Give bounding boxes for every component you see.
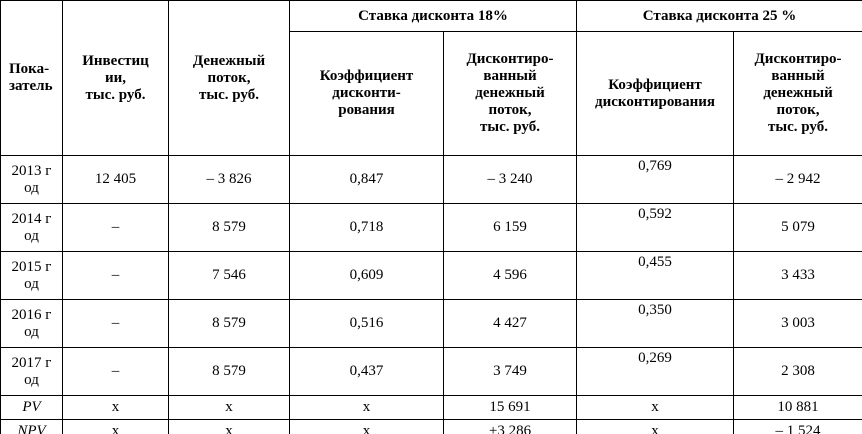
row-label: 2013 г од [0, 155, 63, 204]
header-cell: Инвестиц ии, тыс. руб. [62, 0, 169, 156]
table-row: 2014 г од –8 579 0,718 6 159 0,592 5 079 [0, 203, 862, 252]
header-cell: Дисконтиро- ванный денежный поток, тыс. … [442, 31, 578, 156]
table-cell: 8 579 [168, 347, 290, 396]
table-cell: – 3 240 [442, 155, 578, 204]
table-cell: – 2 942 [733, 155, 862, 204]
row-label: 2015 г од [0, 251, 63, 300]
row-label: 2016 г од [0, 299, 63, 348]
table-cell: +3 286 [442, 419, 578, 434]
table-cell: x [289, 419, 444, 434]
table-row: 2015 г од –7 546 0,609 4 596 0,455 3 433 [0, 251, 862, 300]
row-label: PV [0, 395, 63, 420]
table-cell: 4 596 [442, 251, 578, 300]
table-cell: 0,769 [576, 155, 735, 204]
table-cell: – [62, 251, 169, 300]
table-cell: x [168, 419, 290, 434]
table-cell: 8 579 [168, 299, 290, 348]
table-cell: 7 546 [168, 251, 290, 300]
table-row: 2017 г од –8 579 0,437 3 749 0,269 2 308 [0, 347, 862, 396]
table-cell: 2 308 [733, 347, 862, 396]
table-cell: 8 579 [168, 203, 290, 252]
table-cell: 15 691 [442, 395, 578, 420]
table-cell: 0,350 [576, 299, 735, 348]
table-cell: – [62, 203, 169, 252]
table-row: 2016 г од –8 579 0,516 4 427 0,350 3 003 [0, 299, 862, 348]
table-cell: – [62, 299, 169, 348]
row-label: 2017 г од [0, 347, 63, 396]
table-cell: x [289, 395, 444, 420]
table-cell: 0,516 [289, 299, 444, 348]
header-cell: Пока- затель [0, 0, 63, 156]
row-label: NPV [0, 419, 63, 434]
table-cell: 3 003 [733, 299, 862, 348]
table-cell: x [62, 395, 169, 420]
table-cell: 4 427 [442, 299, 578, 348]
table-cell: 3 433 [733, 251, 862, 300]
table-cell: 5 079 [733, 203, 862, 252]
table-cell: – 1 524 [733, 419, 862, 434]
row-label: 2014 г од [0, 203, 63, 252]
table-cell: 3 749 [442, 347, 578, 396]
table-cell: 6 159 [442, 203, 578, 252]
header-cell: Коэффициент дисконти- рования [289, 31, 444, 156]
table-row: 2013 г од 12 405– 3 826 0,847– 3 240 0,769–… [0, 155, 862, 204]
table-cell: x [576, 395, 735, 420]
table-cell: x [576, 419, 735, 434]
table-cell: 0,609 [289, 251, 444, 300]
group-header: Ставка дисконта 25 % [576, 0, 862, 32]
header-cell: Коэффициент дисконтирования [576, 31, 735, 156]
table-cell: – [62, 347, 169, 396]
table-cell: 0,847 [289, 155, 444, 204]
table-body: 2013 г од 12 405– 3 826 0,847– 3 240 0,769–… [0, 155, 862, 434]
group-header: Ставка дисконта 18% [288, 0, 578, 32]
header-cell: Дисконтиро- ванный денежный поток, тыс. … [733, 31, 862, 156]
table-cell: 0,718 [289, 203, 444, 252]
table-row: PV x x x 15 691 x 10 881 [0, 395, 862, 420]
table-cell: 0,455 [576, 251, 735, 300]
table-row: NPV x x x +3 286 x – 1 524 [0, 419, 862, 434]
table-cell: 12 405 [62, 155, 169, 204]
table-cell: x [62, 419, 169, 434]
table-cell: 0,437 [289, 347, 444, 396]
table-cell: – 3 826 [168, 155, 290, 204]
table-cell: 10 881 [733, 395, 862, 420]
table-cell: x [168, 395, 290, 420]
table-cell: 0,592 [576, 203, 735, 252]
header-cell: Денежный поток, тыс. руб. [168, 0, 290, 156]
table-cell: 0,269 [576, 347, 735, 396]
